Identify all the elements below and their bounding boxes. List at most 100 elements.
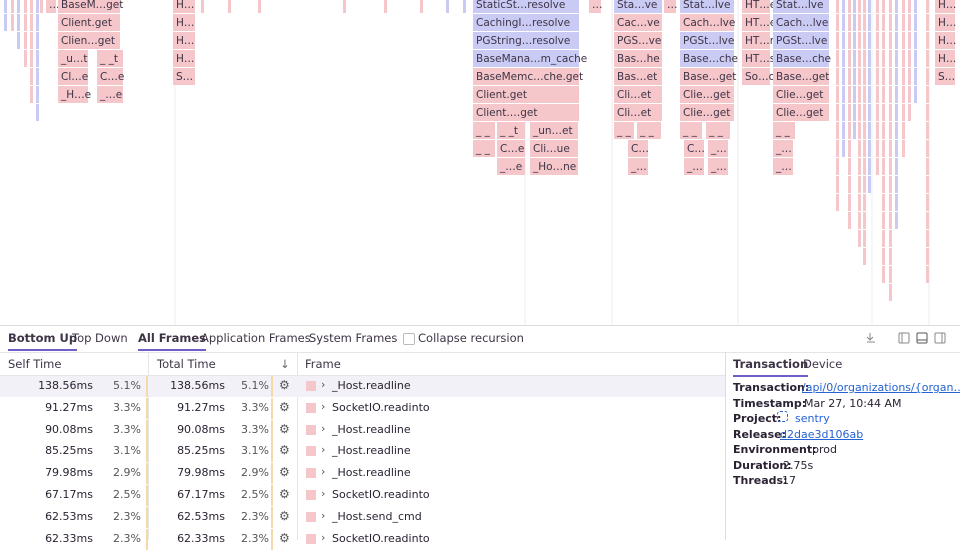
flame-frame <box>24 0 27 13</box>
flame-frame: Clien…get <box>58 32 120 49</box>
flame-frame-box <box>530 158 578 175</box>
flame-frame: PGSt…lve <box>680 32 734 49</box>
detail-value[interactable]: /api/0/organizations/{organ… <box>802 381 960 394</box>
flame-frame <box>895 104 898 121</box>
flame-frame <box>848 68 851 85</box>
flame-frame <box>853 86 856 103</box>
flame-frame-box <box>935 50 955 67</box>
flame-frame <box>895 212 898 229</box>
flame-frame-label: _ _ <box>475 143 491 155</box>
checkbox-label[interactable]: Collapse recursion <box>418 331 524 345</box>
flame-frame: _…e <box>497 158 525 175</box>
flame-frame: StaticSt…resolve <box>473 0 579 13</box>
layout-icon[interactable] <box>934 332 946 344</box>
detail-tab[interactable]: Device <box>803 357 843 371</box>
tab[interactable]: Top Down <box>72 331 128 345</box>
flame-frame: Cli…et <box>614 104 662 121</box>
flame-frame <box>895 14 898 31</box>
chevron[interactable]: › <box>321 465 326 479</box>
sort-arrow[interactable]: ↓ <box>280 357 290 371</box>
flame-frame <box>853 68 856 85</box>
gear-icon[interactable]: ⚙ <box>279 421 290 436</box>
flame-frame <box>863 32 866 49</box>
column-header[interactable]: Total Time <box>157 357 216 371</box>
gear-icon[interactable]: ⚙ <box>279 378 290 392</box>
flame-frame-box <box>680 122 702 139</box>
layout-icon[interactable] <box>916 332 928 344</box>
gear-icon[interactable]: ⚙ <box>279 399 290 414</box>
flame-frame-box <box>497 140 525 157</box>
chevron[interactable]: › <box>321 530 326 544</box>
column-header[interactable]: Self Time <box>8 357 62 371</box>
flame-frame-label: _ _t <box>499 125 518 137</box>
detail-value[interactable]: sentry <box>795 412 830 425</box>
frame-name: _Host.readline <box>332 466 411 480</box>
flame-frame <box>902 140 905 157</box>
flame-frame <box>858 230 861 247</box>
export-icon[interactable] <box>866 333 875 343</box>
gear-icon[interactable]: ⚙ <box>279 487 290 501</box>
flame-frame-box <box>530 140 578 157</box>
flame-frame-label: _u…t <box>60 53 88 65</box>
bar <box>271 419 273 441</box>
flame-frame-box <box>58 50 88 67</box>
flame-frame <box>889 266 892 283</box>
chevron[interactable]: › <box>321 378 326 391</box>
flame-frame <box>842 104 845 121</box>
flame-frame <box>882 122 885 139</box>
flame-frame: _… <box>773 140 793 157</box>
self-pct: 3.3% <box>113 422 141 436</box>
flame-frame: _… <box>628 158 648 175</box>
flame-frame: H… <box>173 50 195 67</box>
flame-frame-label: H… <box>938 53 956 65</box>
flame-frame: Cli…et <box>614 86 662 103</box>
chevron[interactable]: › <box>321 421 326 435</box>
detail-value[interactable]: d2dae3d106ab <box>780 427 864 441</box>
column-header[interactable]: Frame <box>305 357 341 371</box>
flame-frame-label: _ _ <box>616 125 632 137</box>
flame-frame-box <box>706 122 730 139</box>
chevron[interactable]: › <box>321 487 326 500</box>
tab[interactable]: Bottom Up <box>8 331 78 351</box>
checkbox[interactable] <box>403 333 415 345</box>
flame-frame <box>11 14 14 31</box>
flame-frame-box <box>773 68 829 85</box>
flame-frame: Cl…e <box>58 68 88 85</box>
detail-tab[interactable]: Transaction <box>733 357 809 377</box>
gear-icon[interactable]: ⚙ <box>279 530 290 545</box>
tab[interactable]: Application Frames <box>201 331 311 345</box>
flame-frame: … <box>46 0 60 13</box>
flame-frame-label: _un…et <box>532 125 573 137</box>
gear-icon[interactable]: ⚙ <box>279 443 290 458</box>
gear-icon[interactable]: ⚙ <box>279 508 290 523</box>
flame-frame: _ _t <box>497 122 525 139</box>
flame-frame <box>853 14 856 31</box>
flame-frame-label: Clie…get <box>776 89 823 101</box>
chevron[interactable]: › <box>321 443 326 457</box>
flame-frame: H… <box>935 32 956 49</box>
self-pct: 2.5% <box>113 488 141 501</box>
tab[interactable]: System Frames <box>309 331 398 345</box>
flame-frame-label: _ _ <box>708 125 724 137</box>
flame-frame <box>868 176 871 193</box>
flame-frame <box>914 14 917 31</box>
flame-frame <box>868 68 871 85</box>
flame-frame <box>842 68 845 85</box>
flame-frame-box <box>497 122 525 139</box>
chevron[interactable]: › <box>321 508 326 522</box>
total-time: 62.53ms <box>177 509 225 523</box>
flame-frame: _…e <box>97 86 123 103</box>
flame-frame-label: S… <box>938 71 955 83</box>
flame-frame <box>24 50 27 67</box>
flame-frame <box>868 140 871 157</box>
gear-icon[interactable]: ⚙ <box>279 465 290 480</box>
flame-frame <box>882 212 885 229</box>
tabs-bar <box>0 352 960 353</box>
flame-frame <box>876 50 879 67</box>
self-pct: 5.1% <box>113 379 141 392</box>
flame-frame <box>836 140 839 157</box>
tab[interactable]: All Frames <box>138 331 206 351</box>
chevron[interactable]: › <box>321 399 326 413</box>
layout-icon[interactable] <box>898 332 910 344</box>
self-pct: 3.1% <box>113 444 141 458</box>
